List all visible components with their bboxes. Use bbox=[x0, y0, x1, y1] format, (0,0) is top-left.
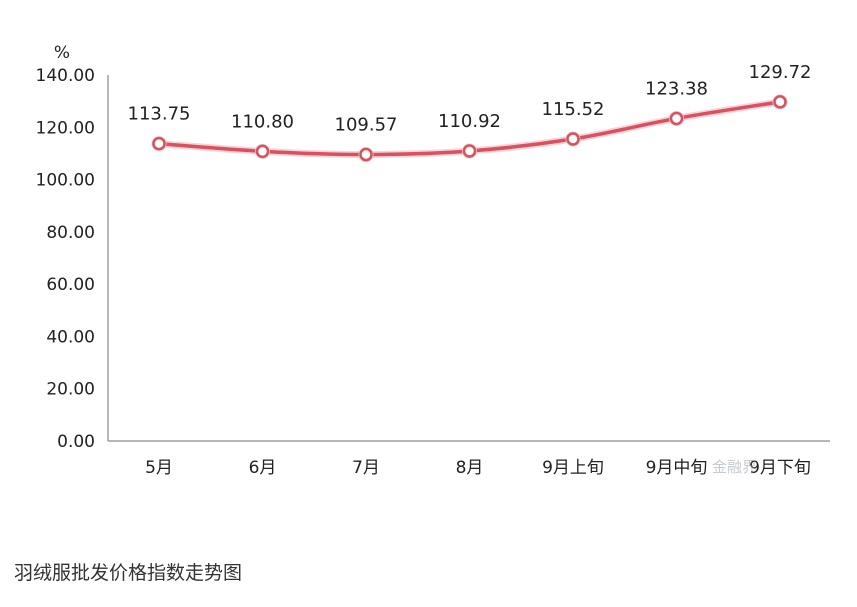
watermark: 金融界 bbox=[712, 458, 758, 476]
data-point bbox=[255, 144, 270, 159]
y-axis-unit-label: % bbox=[54, 43, 70, 63]
x-tick-label: 9月中旬 bbox=[646, 458, 708, 478]
data-labels: 113.75 110.80 109.57 110.92 115.52 123.38 129.… bbox=[128, 62, 812, 136]
x-tick-label: 8月 bbox=[456, 458, 484, 478]
x-tick-label: 6月 bbox=[249, 458, 277, 478]
y-tick-label: 40.00 bbox=[46, 327, 95, 347]
data-label: 113.75 bbox=[128, 104, 191, 125]
series-line bbox=[151, 94, 788, 163]
data-label: 110.80 bbox=[231, 111, 294, 132]
x-tick-label: 5月 bbox=[145, 458, 173, 478]
x-tick-label: 7月 bbox=[352, 458, 380, 478]
y-tick-label: 80.00 bbox=[46, 223, 95, 243]
y-tick-label: 0.00 bbox=[57, 432, 95, 452]
y-tick-label: 140.00 bbox=[36, 66, 95, 86]
data-label: 123.38 bbox=[645, 78, 708, 99]
data-point bbox=[152, 136, 166, 151]
y-tick-label: 120.00 bbox=[36, 118, 95, 138]
x-axis: 5月 6月 7月 8月 9月上旬 9月中旬 9月下旬 bbox=[108, 440, 830, 478]
data-point bbox=[669, 111, 684, 126]
data-point bbox=[359, 147, 373, 162]
line-chart: % 0.00 20.00 40.00 60.00 80.00 100.00 120.00 140… bbox=[36, 43, 830, 478]
data-label: 110.92 bbox=[438, 111, 501, 132]
data-point bbox=[566, 132, 580, 146]
data-label: 115.52 bbox=[542, 99, 605, 120]
y-tick-label: 60.00 bbox=[46, 275, 95, 295]
data-point bbox=[462, 144, 477, 158]
data-point bbox=[773, 95, 787, 109]
chart-caption: 羽绒服批发价格指数走势图 bbox=[14, 562, 243, 584]
x-tick-label: 9月上旬 bbox=[542, 458, 604, 478]
y-axis: % 0.00 20.00 40.00 60.00 80.00 100.00 120.00 140… bbox=[36, 43, 109, 452]
data-label: 109.57 bbox=[335, 115, 398, 136]
y-tick-label: 100.00 bbox=[36, 171, 95, 191]
x-tick-label: 9月下旬 bbox=[749, 458, 811, 478]
data-label: 129.72 bbox=[749, 62, 812, 83]
y-tick-label: 20.00 bbox=[46, 380, 95, 400]
